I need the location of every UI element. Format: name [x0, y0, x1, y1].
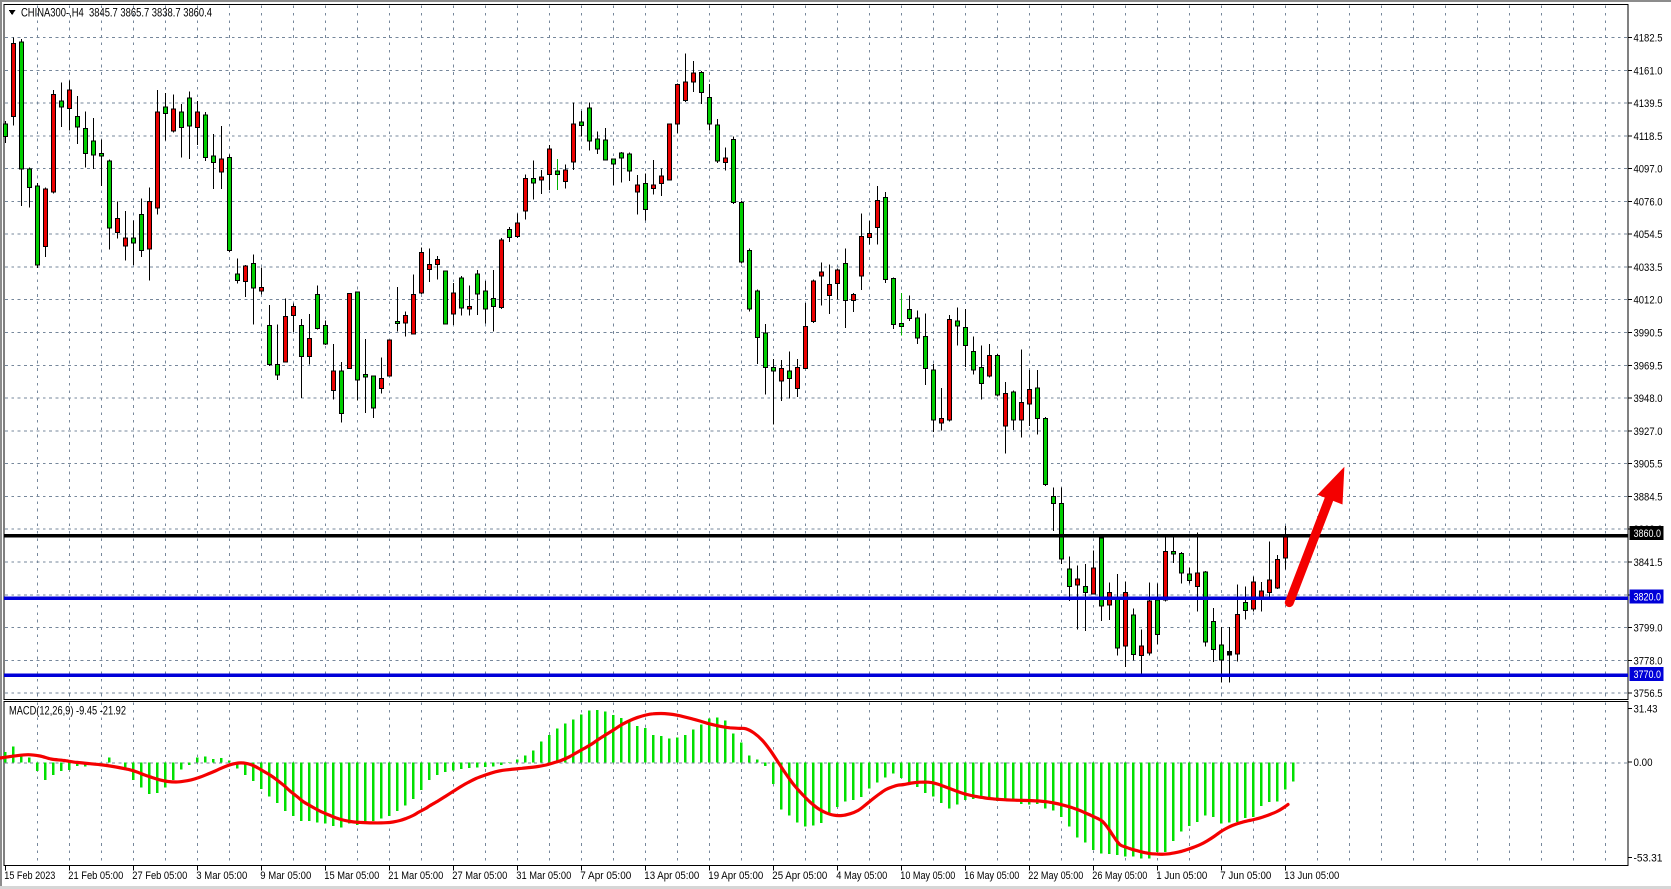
svg-text:4161.0: 4161.0 — [1634, 65, 1663, 77]
svg-text:4 May 05:00: 4 May 05:00 — [836, 870, 887, 882]
svg-text:3799.0: 3799.0 — [1634, 623, 1663, 635]
svg-text:21 Feb 05:00: 21 Feb 05:00 — [68, 870, 123, 882]
svg-text:19 Apr 05:00: 19 Apr 05:00 — [708, 870, 763, 882]
svg-text:3860.0: 3860.0 — [1634, 528, 1662, 540]
svg-text:0.00: 0.00 — [1634, 757, 1653, 769]
svg-text:3927.0: 3927.0 — [1634, 426, 1663, 438]
svg-text:7 Apr 05:00: 7 Apr 05:00 — [580, 870, 631, 882]
svg-text:3 Mar 05:00: 3 Mar 05:00 — [196, 870, 247, 882]
svg-text:3990.5: 3990.5 — [1634, 328, 1663, 340]
svg-text:13 Jun 05:00: 13 Jun 05:00 — [1284, 870, 1339, 882]
svg-text:4076.0: 4076.0 — [1634, 196, 1663, 208]
svg-text:4139.5: 4139.5 — [1634, 98, 1663, 110]
svg-text:26 May 05:00: 26 May 05:00 — [1092, 870, 1147, 882]
svg-text:4118.5: 4118.5 — [1634, 131, 1663, 143]
svg-text:3841.5: 3841.5 — [1634, 557, 1663, 569]
svg-text:31 Mar 05:00: 31 Mar 05:00 — [516, 870, 571, 882]
svg-text:3969.5: 3969.5 — [1634, 360, 1663, 372]
svg-text:1 Jun 05:00: 1 Jun 05:00 — [1156, 870, 1207, 882]
svg-text:15 Feb 2023: 15 Feb 2023 — [4, 870, 55, 882]
svg-text:4182.5: 4182.5 — [1634, 33, 1663, 45]
svg-text:3778.0: 3778.0 — [1634, 655, 1663, 667]
svg-text:15 Mar 05:00: 15 Mar 05:00 — [324, 870, 379, 882]
svg-text:9 Mar 05:00: 9 Mar 05:00 — [260, 870, 311, 882]
svg-text:3820.0: 3820.0 — [1634, 592, 1662, 604]
svg-text:CHINA300-,H4 3845.7 3865.7 38: CHINA300-,H4 3845.7 3865.7 3838.7 3860.4 — [21, 6, 212, 20]
svg-text:16 May 05:00: 16 May 05:00 — [964, 870, 1019, 882]
svg-text:21 Mar 05:00: 21 Mar 05:00 — [388, 870, 443, 882]
svg-text:3884.5: 3884.5 — [1634, 491, 1663, 503]
svg-text:4033.5: 4033.5 — [1634, 262, 1663, 274]
svg-text:10 May 05:00: 10 May 05:00 — [900, 870, 955, 882]
svg-text:4054.5: 4054.5 — [1634, 229, 1663, 241]
svg-text:3905.5: 3905.5 — [1634, 459, 1663, 471]
svg-text:3948.0: 3948.0 — [1634, 393, 1663, 405]
svg-text:13 Apr 05:00: 13 Apr 05:00 — [644, 870, 699, 882]
svg-text:MACD(12,26,9) -9.45 -21.92: MACD(12,26,9) -9.45 -21.92 — [9, 704, 126, 718]
svg-text:7 Jun 05:00: 7 Jun 05:00 — [1220, 870, 1271, 882]
svg-text:27 Mar 05:00: 27 Mar 05:00 — [452, 870, 507, 882]
svg-text:25 Apr 05:00: 25 Apr 05:00 — [772, 870, 827, 882]
svg-text:27 Feb 05:00: 27 Feb 05:00 — [132, 870, 187, 882]
svg-text:3756.5: 3756.5 — [1634, 688, 1663, 700]
svg-text:22 May 05:00: 22 May 05:00 — [1028, 870, 1083, 882]
svg-text:31.43: 31.43 — [1634, 704, 1658, 716]
svg-text:4012.0: 4012.0 — [1634, 295, 1663, 307]
svg-text:3770.0: 3770.0 — [1634, 669, 1662, 681]
svg-text:4097.0: 4097.0 — [1634, 164, 1663, 176]
svg-text:-53.31: -53.31 — [1634, 852, 1663, 864]
